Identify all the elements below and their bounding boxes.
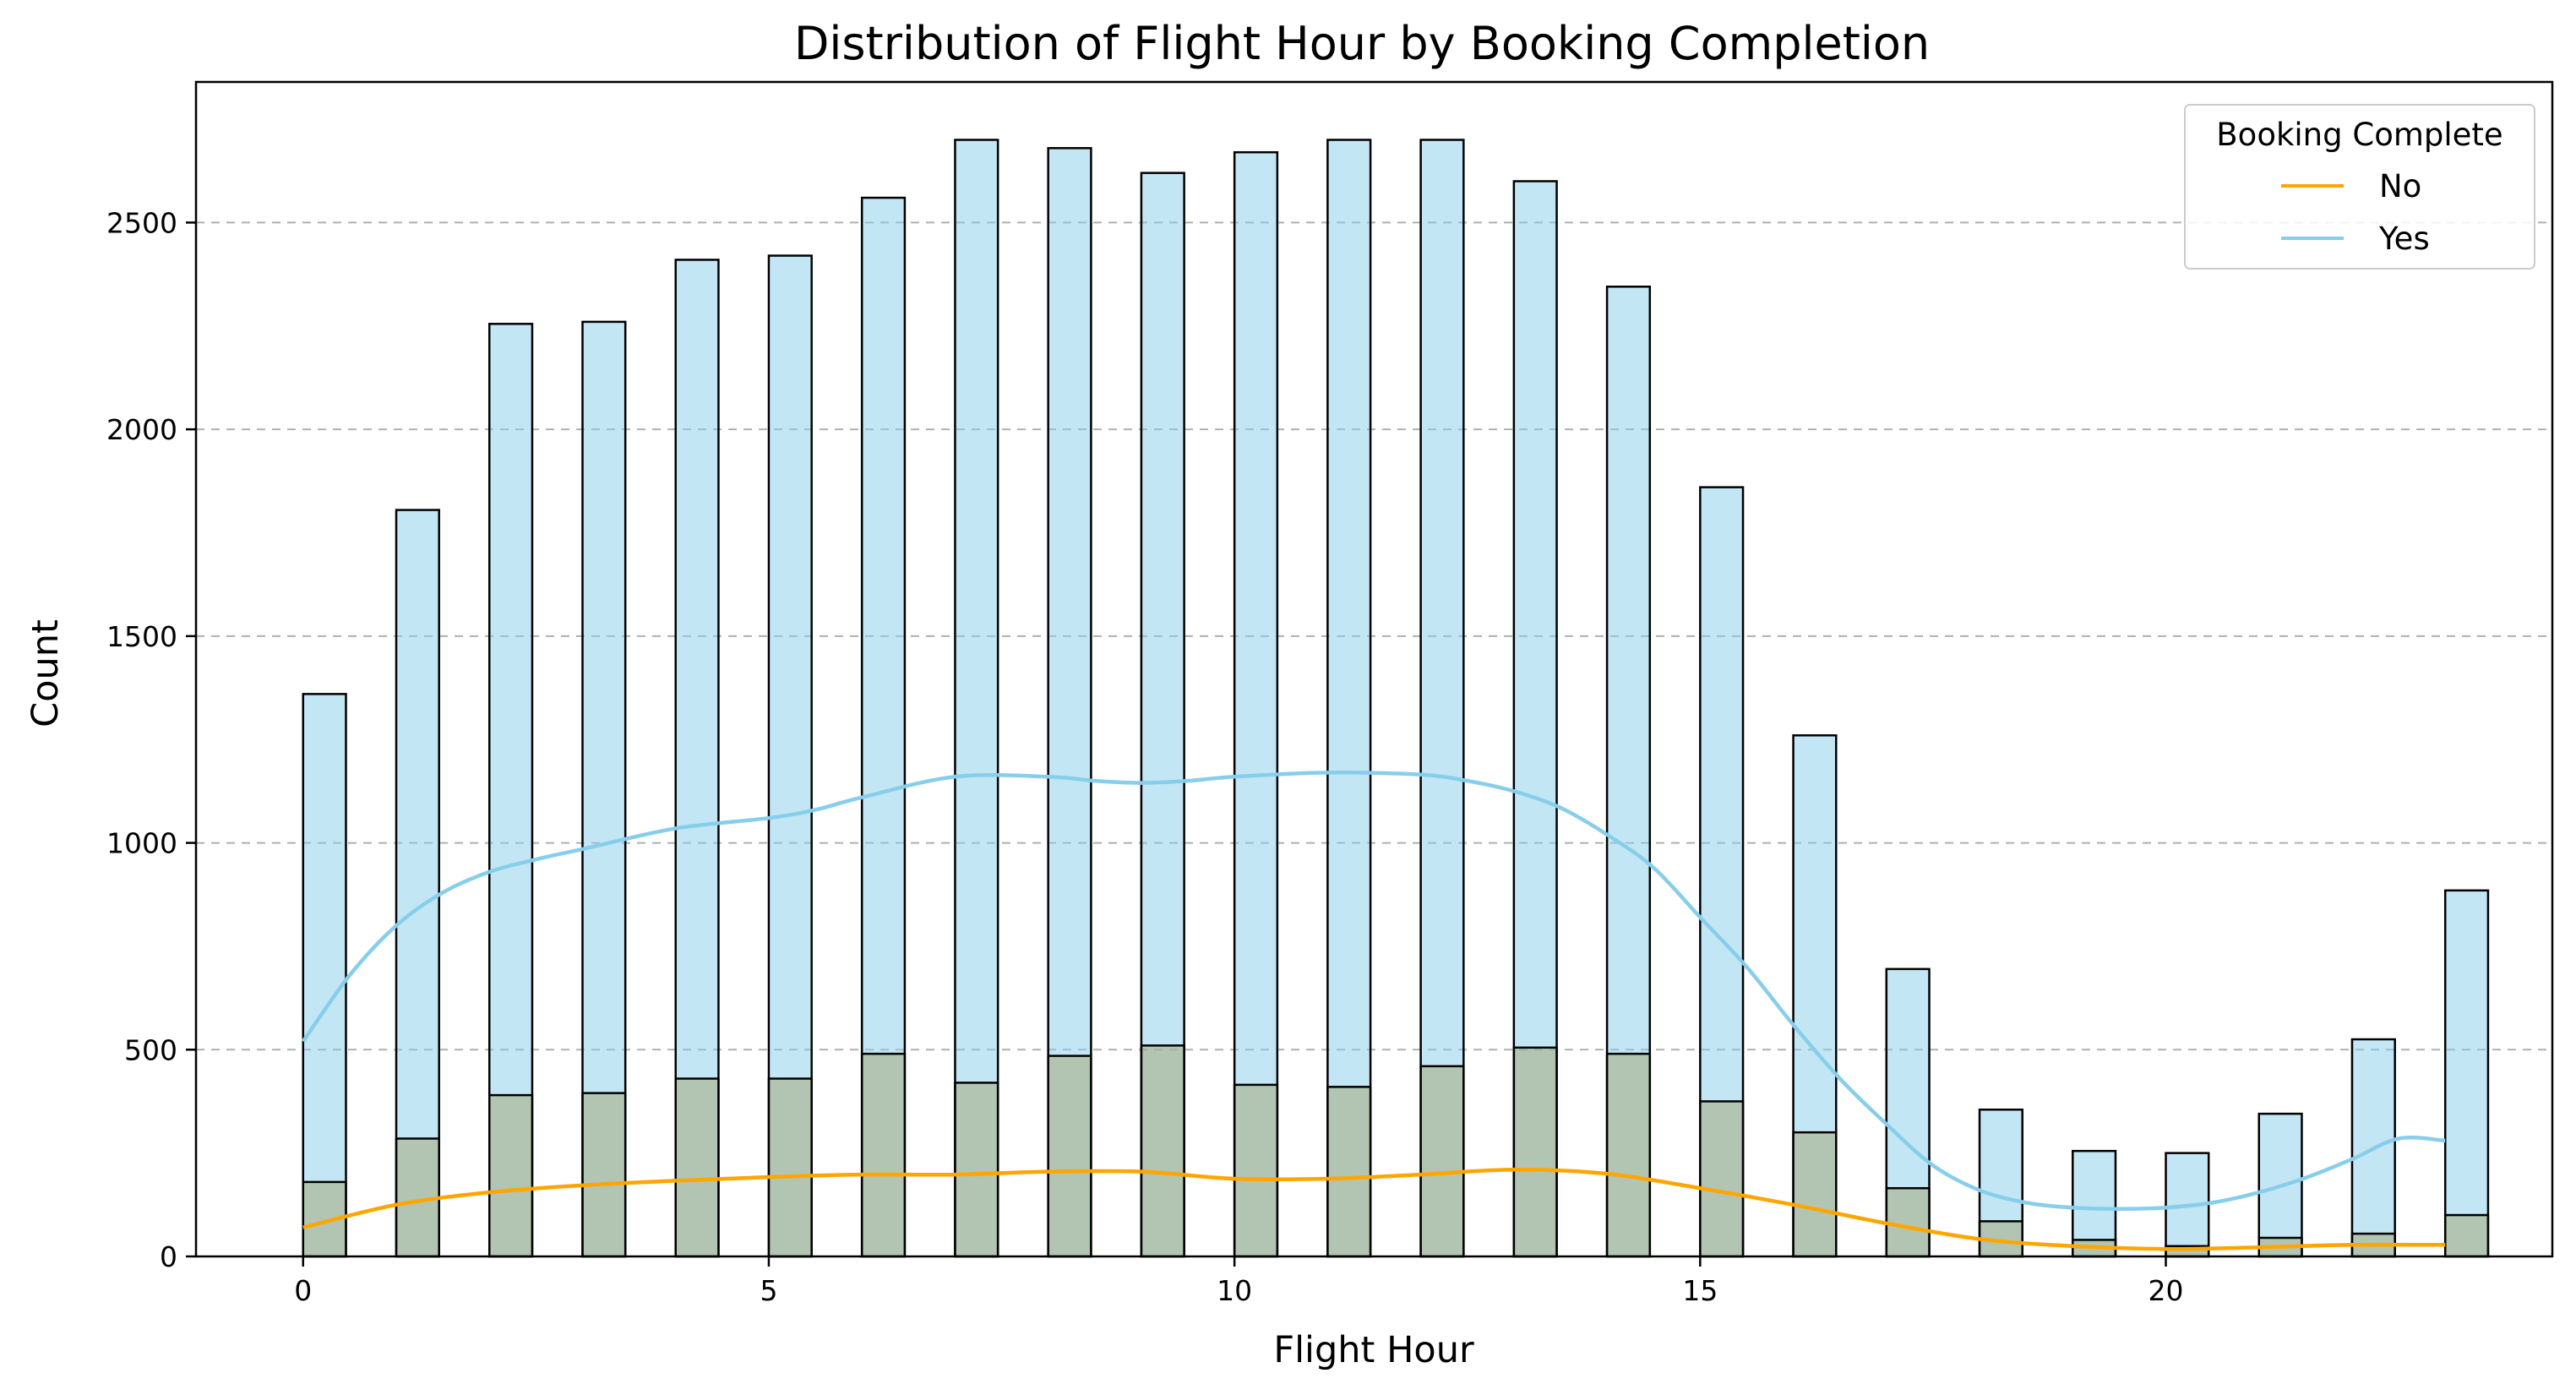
bar-no <box>1419 1065 1465 1258</box>
bar-no <box>581 1092 627 1258</box>
bar-no <box>1326 1086 1372 1258</box>
y-tick-label: 0 <box>160 1240 177 1273</box>
legend-label-yes: Yes <box>2378 221 2430 257</box>
x-tick-label: 20 <box>2148 1274 2184 1307</box>
bar-no <box>1978 1220 2024 1258</box>
bar-no <box>1699 1100 1745 1258</box>
kde-curves <box>301 771 2446 1251</box>
bar-no <box>1047 1054 1092 1258</box>
legend-label-no: No <box>2379 168 2421 204</box>
y-tick-label: 2500 <box>106 206 177 239</box>
x-tick-label: 15 <box>1682 1274 1718 1307</box>
legend-box <box>2184 104 2535 270</box>
y-axis-ticks: 0 500 1000 1500 2000 2500 <box>106 206 196 1273</box>
bars-no-series <box>302 1044 2490 1258</box>
chart-title: Distribution of Flight Hour by Booking C… <box>794 17 1930 70</box>
legend-title: Booking Complete <box>2216 117 2502 153</box>
x-tick-label: 0 <box>294 1274 312 1307</box>
kde-line-no <box>302 1167 2446 1251</box>
bar-no <box>767 1077 813 1258</box>
legend: Booking Complete No Yes <box>2184 104 2535 270</box>
bar-no <box>954 1082 999 1258</box>
x-axis-ticks: 0 5 10 15 20 <box>294 1256 2184 1307</box>
bar-no <box>1512 1046 1558 1258</box>
bar-yes <box>302 693 347 1258</box>
y-tick-label: 2000 <box>106 413 177 446</box>
bar-no <box>2443 1213 2490 1258</box>
y-tick-label: 500 <box>124 1033 177 1066</box>
bar-no <box>1605 1052 1652 1258</box>
plot-area-frame <box>194 80 2554 1258</box>
bar-yes <box>395 509 440 1258</box>
bar-no <box>1792 1131 1838 1258</box>
bar-yes <box>1326 139 1372 1258</box>
y-tick-label: 1000 <box>106 827 177 860</box>
x-tick-label: 5 <box>760 1274 777 1307</box>
gridlines <box>196 221 2552 1051</box>
x-axis-title: Flight Hour <box>1273 1329 1474 1371</box>
bars-yes-series <box>302 139 2490 1258</box>
x-tick-label: 10 <box>1217 1274 1252 1307</box>
kde-line-yes <box>301 771 2446 1211</box>
bar-no <box>487 1093 534 1258</box>
y-axis-title: Count <box>25 619 67 727</box>
bar-no <box>1233 1083 1279 1258</box>
bar-no <box>1140 1044 1185 1258</box>
bar-yes <box>2443 889 2490 1258</box>
y-tick-label: 1500 <box>106 620 177 653</box>
bar-no <box>1885 1186 1931 1258</box>
bar-no <box>674 1077 720 1258</box>
bar-no <box>860 1052 907 1258</box>
